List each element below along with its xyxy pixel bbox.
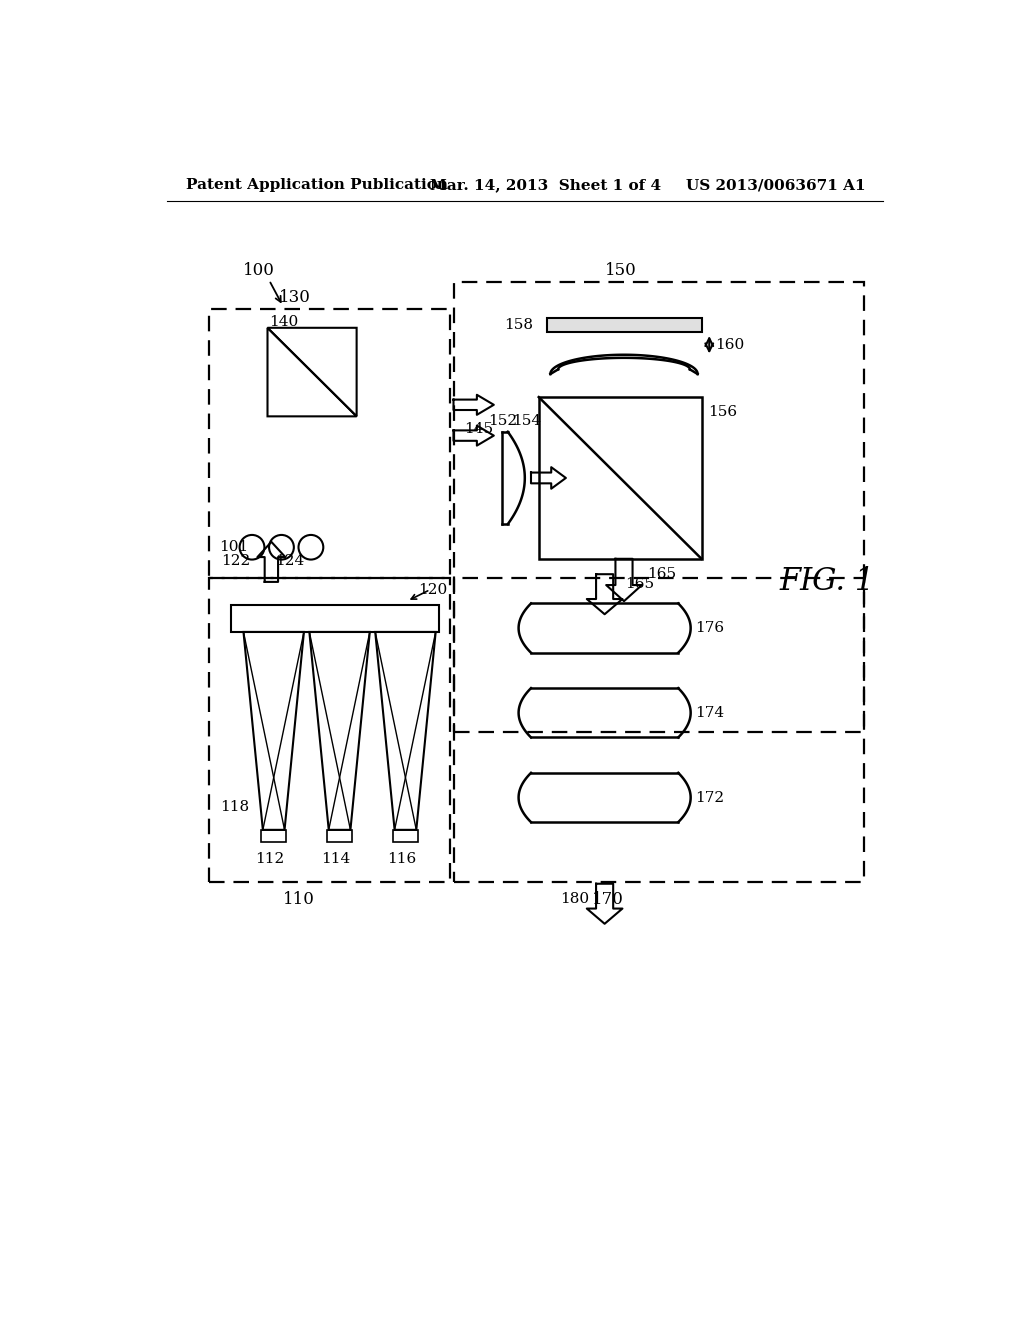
Bar bbox=[261, 830, 286, 842]
Bar bbox=[393, 830, 418, 842]
Bar bbox=[328, 830, 352, 842]
Text: 176: 176 bbox=[695, 622, 724, 635]
Text: 156: 156 bbox=[708, 405, 737, 420]
Text: 101: 101 bbox=[219, 540, 248, 554]
Bar bbox=[539, 397, 701, 558]
Text: 174: 174 bbox=[695, 706, 724, 719]
Text: 120: 120 bbox=[419, 582, 447, 597]
Text: 100: 100 bbox=[243, 261, 274, 279]
Text: 180: 180 bbox=[560, 892, 589, 906]
Text: 130: 130 bbox=[280, 289, 311, 306]
Text: 124: 124 bbox=[275, 554, 304, 568]
Text: 170: 170 bbox=[592, 891, 624, 908]
Text: 160: 160 bbox=[716, 338, 744, 351]
Text: 122: 122 bbox=[221, 554, 250, 568]
Text: 114: 114 bbox=[322, 853, 350, 866]
Text: Patent Application Publication: Patent Application Publication bbox=[186, 178, 449, 193]
Text: 154: 154 bbox=[512, 414, 541, 428]
Bar bbox=[547, 318, 701, 331]
Text: 165: 165 bbox=[625, 577, 654, 591]
Text: 118: 118 bbox=[220, 800, 250, 813]
Text: 110: 110 bbox=[283, 891, 314, 908]
Text: FIG. 1: FIG. 1 bbox=[779, 566, 874, 598]
Bar bbox=[454, 578, 864, 882]
Text: 112: 112 bbox=[255, 853, 285, 866]
Text: 152: 152 bbox=[488, 414, 517, 428]
Text: 150: 150 bbox=[604, 263, 636, 280]
Text: 172: 172 bbox=[695, 791, 724, 804]
Text: 158: 158 bbox=[504, 318, 532, 331]
Bar bbox=[209, 578, 450, 882]
Bar bbox=[454, 281, 864, 733]
Text: 116: 116 bbox=[387, 853, 416, 866]
Bar bbox=[209, 309, 450, 578]
Text: US 2013/0063671 A1: US 2013/0063671 A1 bbox=[686, 178, 865, 193]
Text: 140: 140 bbox=[269, 314, 298, 329]
Text: 145: 145 bbox=[464, 422, 494, 437]
Bar bbox=[231, 605, 438, 632]
Text: Mar. 14, 2013  Sheet 1 of 4: Mar. 14, 2013 Sheet 1 of 4 bbox=[430, 178, 662, 193]
Text: 165: 165 bbox=[647, 568, 677, 581]
